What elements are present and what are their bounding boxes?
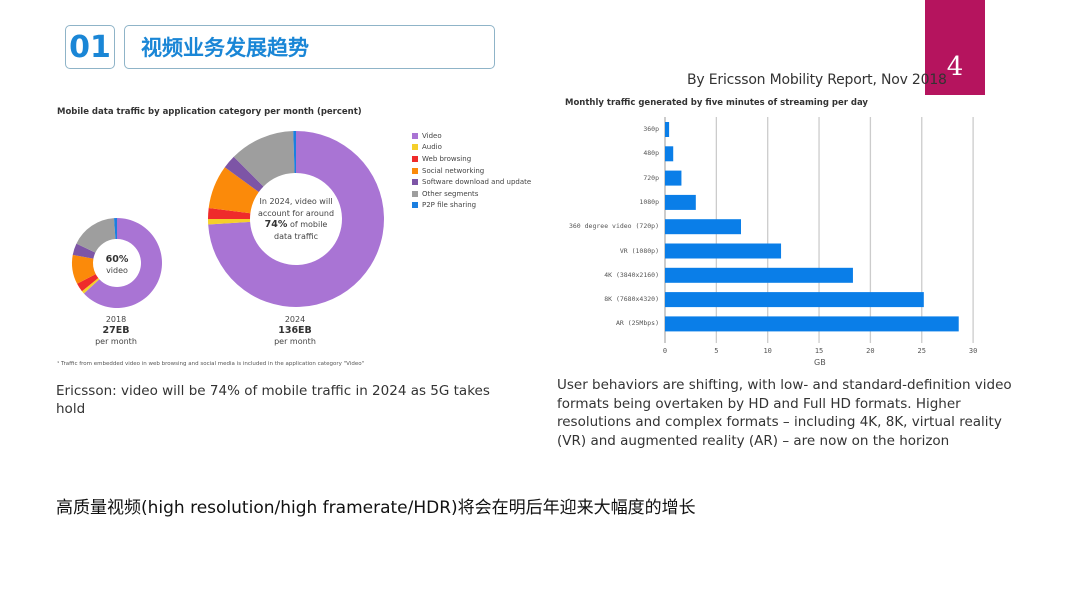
legend-item: P2P file sharing xyxy=(412,200,531,212)
donut-slice xyxy=(293,131,296,174)
legend-swatch-video xyxy=(412,132,418,139)
donut-2024 xyxy=(208,131,385,307)
donut-slice xyxy=(72,243,96,259)
legend-item: Social networking xyxy=(412,165,531,177)
legend-swatch-other xyxy=(412,190,418,197)
bar-category-label: 8K (7680x4320) xyxy=(604,295,659,304)
donut-slice xyxy=(81,278,100,294)
donut-slice xyxy=(72,254,96,284)
summary-text: 高质量视频(high resolution/high framerate/HDR… xyxy=(56,498,696,518)
bar xyxy=(665,122,670,137)
bar xyxy=(665,243,782,259)
bar-category-label: 480p xyxy=(643,149,659,158)
donut-slice xyxy=(83,218,163,308)
donut-legend: Video Audio Web browsing Social networki… xyxy=(412,130,531,211)
x-axis-label: GB xyxy=(814,358,826,367)
legend-label: Audio xyxy=(422,143,442,152)
bar-category-label: 4K (3840x2160) xyxy=(604,270,659,279)
legend-label: Video xyxy=(422,131,442,140)
x-tick-label: 0 xyxy=(662,347,668,355)
bar xyxy=(665,219,741,235)
page-number-block xyxy=(925,0,985,95)
bar xyxy=(665,170,682,186)
chart-footnote: ¹ Traffic from embedded video in web bro… xyxy=(57,361,365,367)
bar-category-label: 1080p xyxy=(639,197,659,206)
legend-swatch-software xyxy=(412,179,418,186)
bar xyxy=(665,292,924,308)
donut-2018-label: 2018 27EB per month xyxy=(95,315,137,346)
legend-item: Video xyxy=(412,130,531,142)
bar-category-label: VR (1080p) xyxy=(619,246,659,255)
x-axis-ticks: 0 5 10 15 20 25 30 xyxy=(560,347,990,359)
bar-chart: 360p 480p 720p 1080p 360 degree video (720p)… xyxy=(560,115,990,370)
legend-item: Web browsing xyxy=(412,153,531,165)
legend-swatch-audio xyxy=(412,144,418,151)
legend-swatch-web xyxy=(412,155,418,162)
right-caption: User behaviors are shifting, with low- a… xyxy=(557,377,1012,449)
x-tick-label: 15 xyxy=(814,347,824,355)
x-tick-label: 25 xyxy=(917,347,926,355)
donut-2018 xyxy=(72,218,163,308)
source-attribution: By Ericsson Mobility Report, Nov 2018 xyxy=(687,72,947,88)
bar xyxy=(665,316,959,332)
donut-slice xyxy=(208,219,251,225)
donut-2018-center: 60% video xyxy=(105,254,129,275)
legend-swatch-social xyxy=(412,167,418,174)
bar-plot-area xyxy=(664,117,974,343)
legend-label: P2P file sharing xyxy=(422,201,477,210)
donut-slice xyxy=(77,274,99,292)
x-tick-label: 30 xyxy=(968,347,978,355)
section-number-badge: 01 xyxy=(65,25,115,69)
legend-item: Software download and update xyxy=(412,176,531,188)
donut-2024-center: In 2024, video will account for around 7… xyxy=(257,197,335,241)
section-title: 视频业务发展趋势 xyxy=(124,25,495,69)
bar-category-label: 360p xyxy=(643,125,659,133)
bar-chart-title: Monthly traffic generated by five minute… xyxy=(565,98,868,108)
page-number: 4 xyxy=(946,52,964,82)
x-tick-label: 20 xyxy=(866,347,875,355)
x-tick-label: 5 xyxy=(714,347,719,355)
bar-category-labels: 360p 480p 720p 1080p 360 degree video (720p)… xyxy=(560,115,659,345)
legend-swatch-p2p xyxy=(412,202,418,209)
donut-2024-label: 2024 136EB per month xyxy=(274,315,316,346)
donut-charts xyxy=(72,131,385,308)
section-title-text: 视频业务发展趋势 xyxy=(141,36,309,60)
bar-category-label: 720p xyxy=(643,173,659,182)
donut-slice xyxy=(208,167,259,214)
bar-category-label: AR (25Mbps) xyxy=(615,319,659,328)
bar xyxy=(665,146,674,162)
donut-slice xyxy=(224,156,264,192)
bar-category-label: 360 degree video (720p) xyxy=(568,222,659,231)
legend-label: Web browsing xyxy=(422,154,472,163)
bar xyxy=(665,194,696,210)
donut-slice xyxy=(114,218,117,240)
legend-item: Audio xyxy=(412,142,531,154)
donut-slice xyxy=(208,131,385,307)
bar xyxy=(665,267,853,283)
legend-label: Other segments xyxy=(422,189,479,198)
donut-slice xyxy=(233,131,295,187)
donut-slice xyxy=(76,218,116,253)
legend-label: Software download and update xyxy=(422,178,532,187)
donut-chart-title: Mobile data traffic by application categ… xyxy=(57,107,362,117)
x-tick-label: 10 xyxy=(763,347,772,355)
legend-label: Social networking xyxy=(422,166,485,175)
legend-item: Other segments xyxy=(412,188,531,200)
left-caption: Ericsson: video will be 74% of mobile tr… xyxy=(56,383,490,417)
donut-slice xyxy=(208,207,251,219)
